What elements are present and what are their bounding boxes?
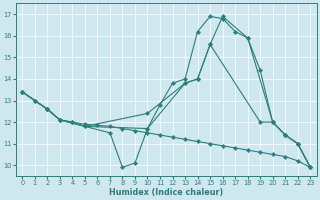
X-axis label: Humidex (Indice chaleur): Humidex (Indice chaleur) [109, 188, 223, 197]
